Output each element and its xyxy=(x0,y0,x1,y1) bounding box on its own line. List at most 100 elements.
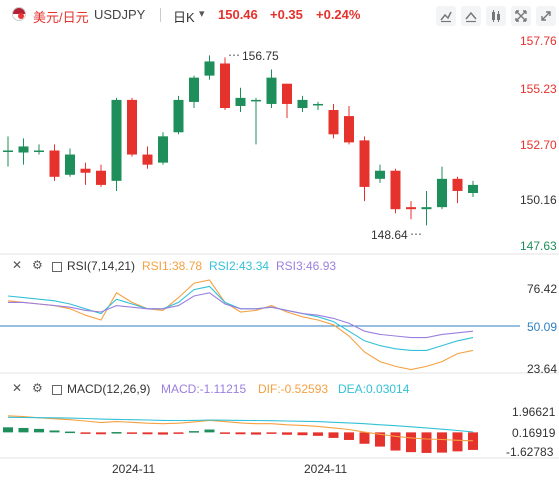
rsi-line-rsi3 xyxy=(8,292,474,339)
rsi3-value: RSI3:46.93 xyxy=(276,259,337,273)
macd-title: MACD(12,26,9) xyxy=(67,382,151,396)
rsi-line-rsi1 xyxy=(7,279,474,371)
chevron-down-icon[interactable]: ▾ xyxy=(199,8,205,20)
macd-bar xyxy=(173,432,184,434)
rsi-title: RSI(7,14,21) xyxy=(67,259,136,273)
dif-line xyxy=(7,415,474,442)
macd-bar xyxy=(127,432,137,434)
rsi1-value: RSI1:38.78 xyxy=(142,259,203,273)
price-axis-label: 157.76 xyxy=(520,34,557,48)
candle-body xyxy=(3,150,13,152)
rsi2-value: RSI2:43.34 xyxy=(209,259,270,273)
macd-bar xyxy=(328,432,339,438)
candle-body xyxy=(65,154,75,175)
macd-bar xyxy=(437,432,447,453)
macd-bar xyxy=(220,432,230,434)
indicator-icon[interactable] xyxy=(436,6,456,26)
macd-bar xyxy=(297,432,308,436)
maximize-indicator-icon[interactable] xyxy=(52,262,62,272)
macd-bar xyxy=(359,432,370,444)
header-divider xyxy=(160,8,161,22)
candlestick-series xyxy=(3,55,478,226)
candle-body xyxy=(49,150,60,177)
price-axis-label: 150.16 xyxy=(520,193,557,207)
candle-body xyxy=(406,207,416,210)
candle-body xyxy=(375,170,385,179)
candle-body xyxy=(390,170,401,210)
candle-body xyxy=(189,77,199,102)
macd-bar xyxy=(49,430,60,433)
macd-bar xyxy=(375,432,385,447)
candle-body xyxy=(359,140,370,187)
candle-body xyxy=(297,99,308,108)
rsi-axis-label: 50.09 xyxy=(527,320,558,334)
indicator-settings-icon[interactable]: ⚙ xyxy=(32,258,43,272)
macd-axis-label: 0.16919 xyxy=(512,426,556,440)
macd-bar xyxy=(111,432,122,434)
macd-value: MACD:-1.11215 xyxy=(161,382,247,396)
macd-bar xyxy=(158,432,168,435)
dea-value: DEA:0.03014 xyxy=(338,382,410,396)
x-axis-label: 2024-11 xyxy=(112,462,156,476)
candle-body xyxy=(251,99,261,102)
compare-icon[interactable] xyxy=(461,6,481,26)
macd-bar xyxy=(3,427,13,433)
macd-bar xyxy=(96,432,106,435)
price-axis-label: 152.70 xyxy=(520,138,557,152)
candle-body xyxy=(220,63,230,108)
macd-bar xyxy=(80,432,91,434)
candle-body xyxy=(111,99,122,181)
symbol-code: USDJPY xyxy=(94,7,146,22)
candle-body xyxy=(142,154,153,165)
candle-body xyxy=(468,184,478,193)
close-indicator-icon[interactable]: ✕ xyxy=(12,381,23,395)
candle-body xyxy=(34,150,44,152)
macd-bar xyxy=(142,432,153,435)
macd-bar xyxy=(18,427,29,433)
candle-body xyxy=(313,103,323,106)
candle-body xyxy=(158,136,168,163)
macd-bar xyxy=(421,432,432,453)
symbol-name[interactable]: 美元/日元 xyxy=(33,10,89,25)
drawing-icon[interactable] xyxy=(486,6,506,26)
dif-value: DIF:-0.52593 xyxy=(258,382,329,396)
dea-line xyxy=(7,416,474,433)
candle-body xyxy=(282,83,292,104)
candle-body xyxy=(80,168,91,173)
candle-body xyxy=(421,207,432,210)
close-indicator-icon[interactable]: ✕ xyxy=(12,258,23,272)
macd-bar xyxy=(189,431,199,433)
candle-body xyxy=(437,178,447,208)
candle-body xyxy=(328,110,339,135)
symbol-header: 美元/日元 USDJPY 日K ▾ 150.46 +0.35 +0.24% xyxy=(0,0,559,30)
macd-bar xyxy=(235,432,246,435)
rsi-axis-label: 76.42 xyxy=(527,282,558,296)
period-selector[interactable]: 日K xyxy=(173,10,195,25)
candle-body xyxy=(204,61,215,76)
low-marker: ⋯ xyxy=(410,227,422,241)
rsi-line-rsi2 xyxy=(7,285,474,351)
candle-body xyxy=(96,170,106,185)
macd-axis-label: -1.62783 xyxy=(506,445,554,459)
low-annotation: 148.64 xyxy=(371,228,408,242)
maximize-indicator-icon[interactable] xyxy=(52,385,62,395)
macd-bar xyxy=(452,432,463,452)
rsi-series xyxy=(7,279,474,371)
fullscreen-icon[interactable] xyxy=(511,6,531,26)
indicator-settings-icon[interactable]: ⚙ xyxy=(32,381,43,395)
candle-body xyxy=(266,77,277,104)
macd-bar xyxy=(266,432,277,434)
candle-body xyxy=(452,178,463,191)
macd-bar xyxy=(282,432,292,435)
macd-bar xyxy=(468,432,478,450)
macd-series xyxy=(3,415,478,453)
candle-body xyxy=(344,116,354,143)
macd-bar xyxy=(344,432,354,440)
high-marker: ⋯ xyxy=(228,48,240,62)
macd-axis-label: 1.96621 xyxy=(512,405,556,419)
settings-icon[interactable] xyxy=(536,6,556,26)
price-axis-label: 155.23 xyxy=(520,82,557,96)
last-price: 150.46 xyxy=(218,7,258,22)
price-axis-label: 147.63 xyxy=(520,239,557,253)
